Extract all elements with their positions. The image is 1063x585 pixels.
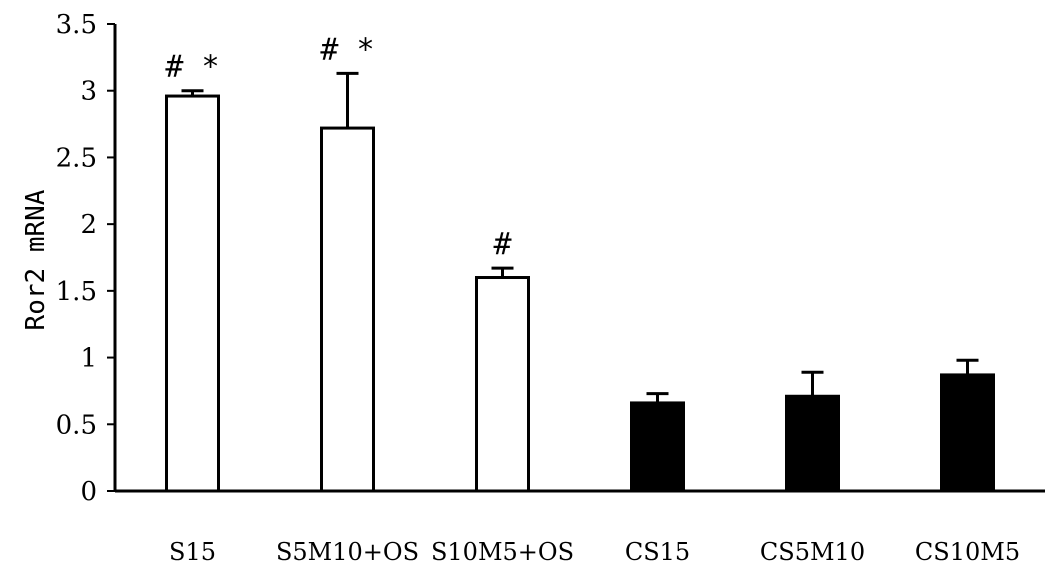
bar-s5m10-os: [320, 126, 375, 493]
y-tick-label: 2.5: [56, 143, 97, 173]
bar-cs10m5: [940, 373, 995, 493]
y-axis-ticks: 0 0.5 1 1.5 2 2.5 3 3.5: [56, 10, 115, 507]
x-category-label: S15: [169, 538, 216, 566]
y-tick-label: 3: [80, 77, 97, 107]
significance-annotation: #: [493, 227, 511, 262]
significance-annotation: # *: [320, 32, 374, 67]
bar-s15: [165, 94, 220, 493]
x-category-label: CS15: [625, 538, 690, 566]
y-tick-label: 1: [80, 344, 97, 374]
y-tick-label: 2: [80, 210, 97, 240]
x-category-label: CS5M10: [760, 538, 865, 566]
bar-s10m5-os: [475, 276, 530, 493]
x-category-label: S5M10+OS: [276, 538, 419, 566]
significance-annotation: # *: [165, 50, 219, 85]
x-axis-categories: S15 S5M10+OS S10M5+OS CS15 CS5M10 CS10M5: [169, 538, 1020, 566]
bars: # * # * #: [165, 32, 995, 493]
bar-cs5m10: [785, 394, 840, 493]
y-axis-title: Ror2 mRNA: [21, 189, 51, 330]
x-category-label: CS10M5: [915, 538, 1020, 566]
bar-cs15: [630, 401, 685, 493]
y-tick-label: 0.5: [56, 410, 97, 440]
x-category-label: S10M5+OS: [431, 538, 574, 566]
y-tick-label: 1.5: [56, 277, 97, 307]
y-tick-label: 0: [80, 477, 97, 507]
y-tick-label: 3.5: [56, 10, 97, 40]
